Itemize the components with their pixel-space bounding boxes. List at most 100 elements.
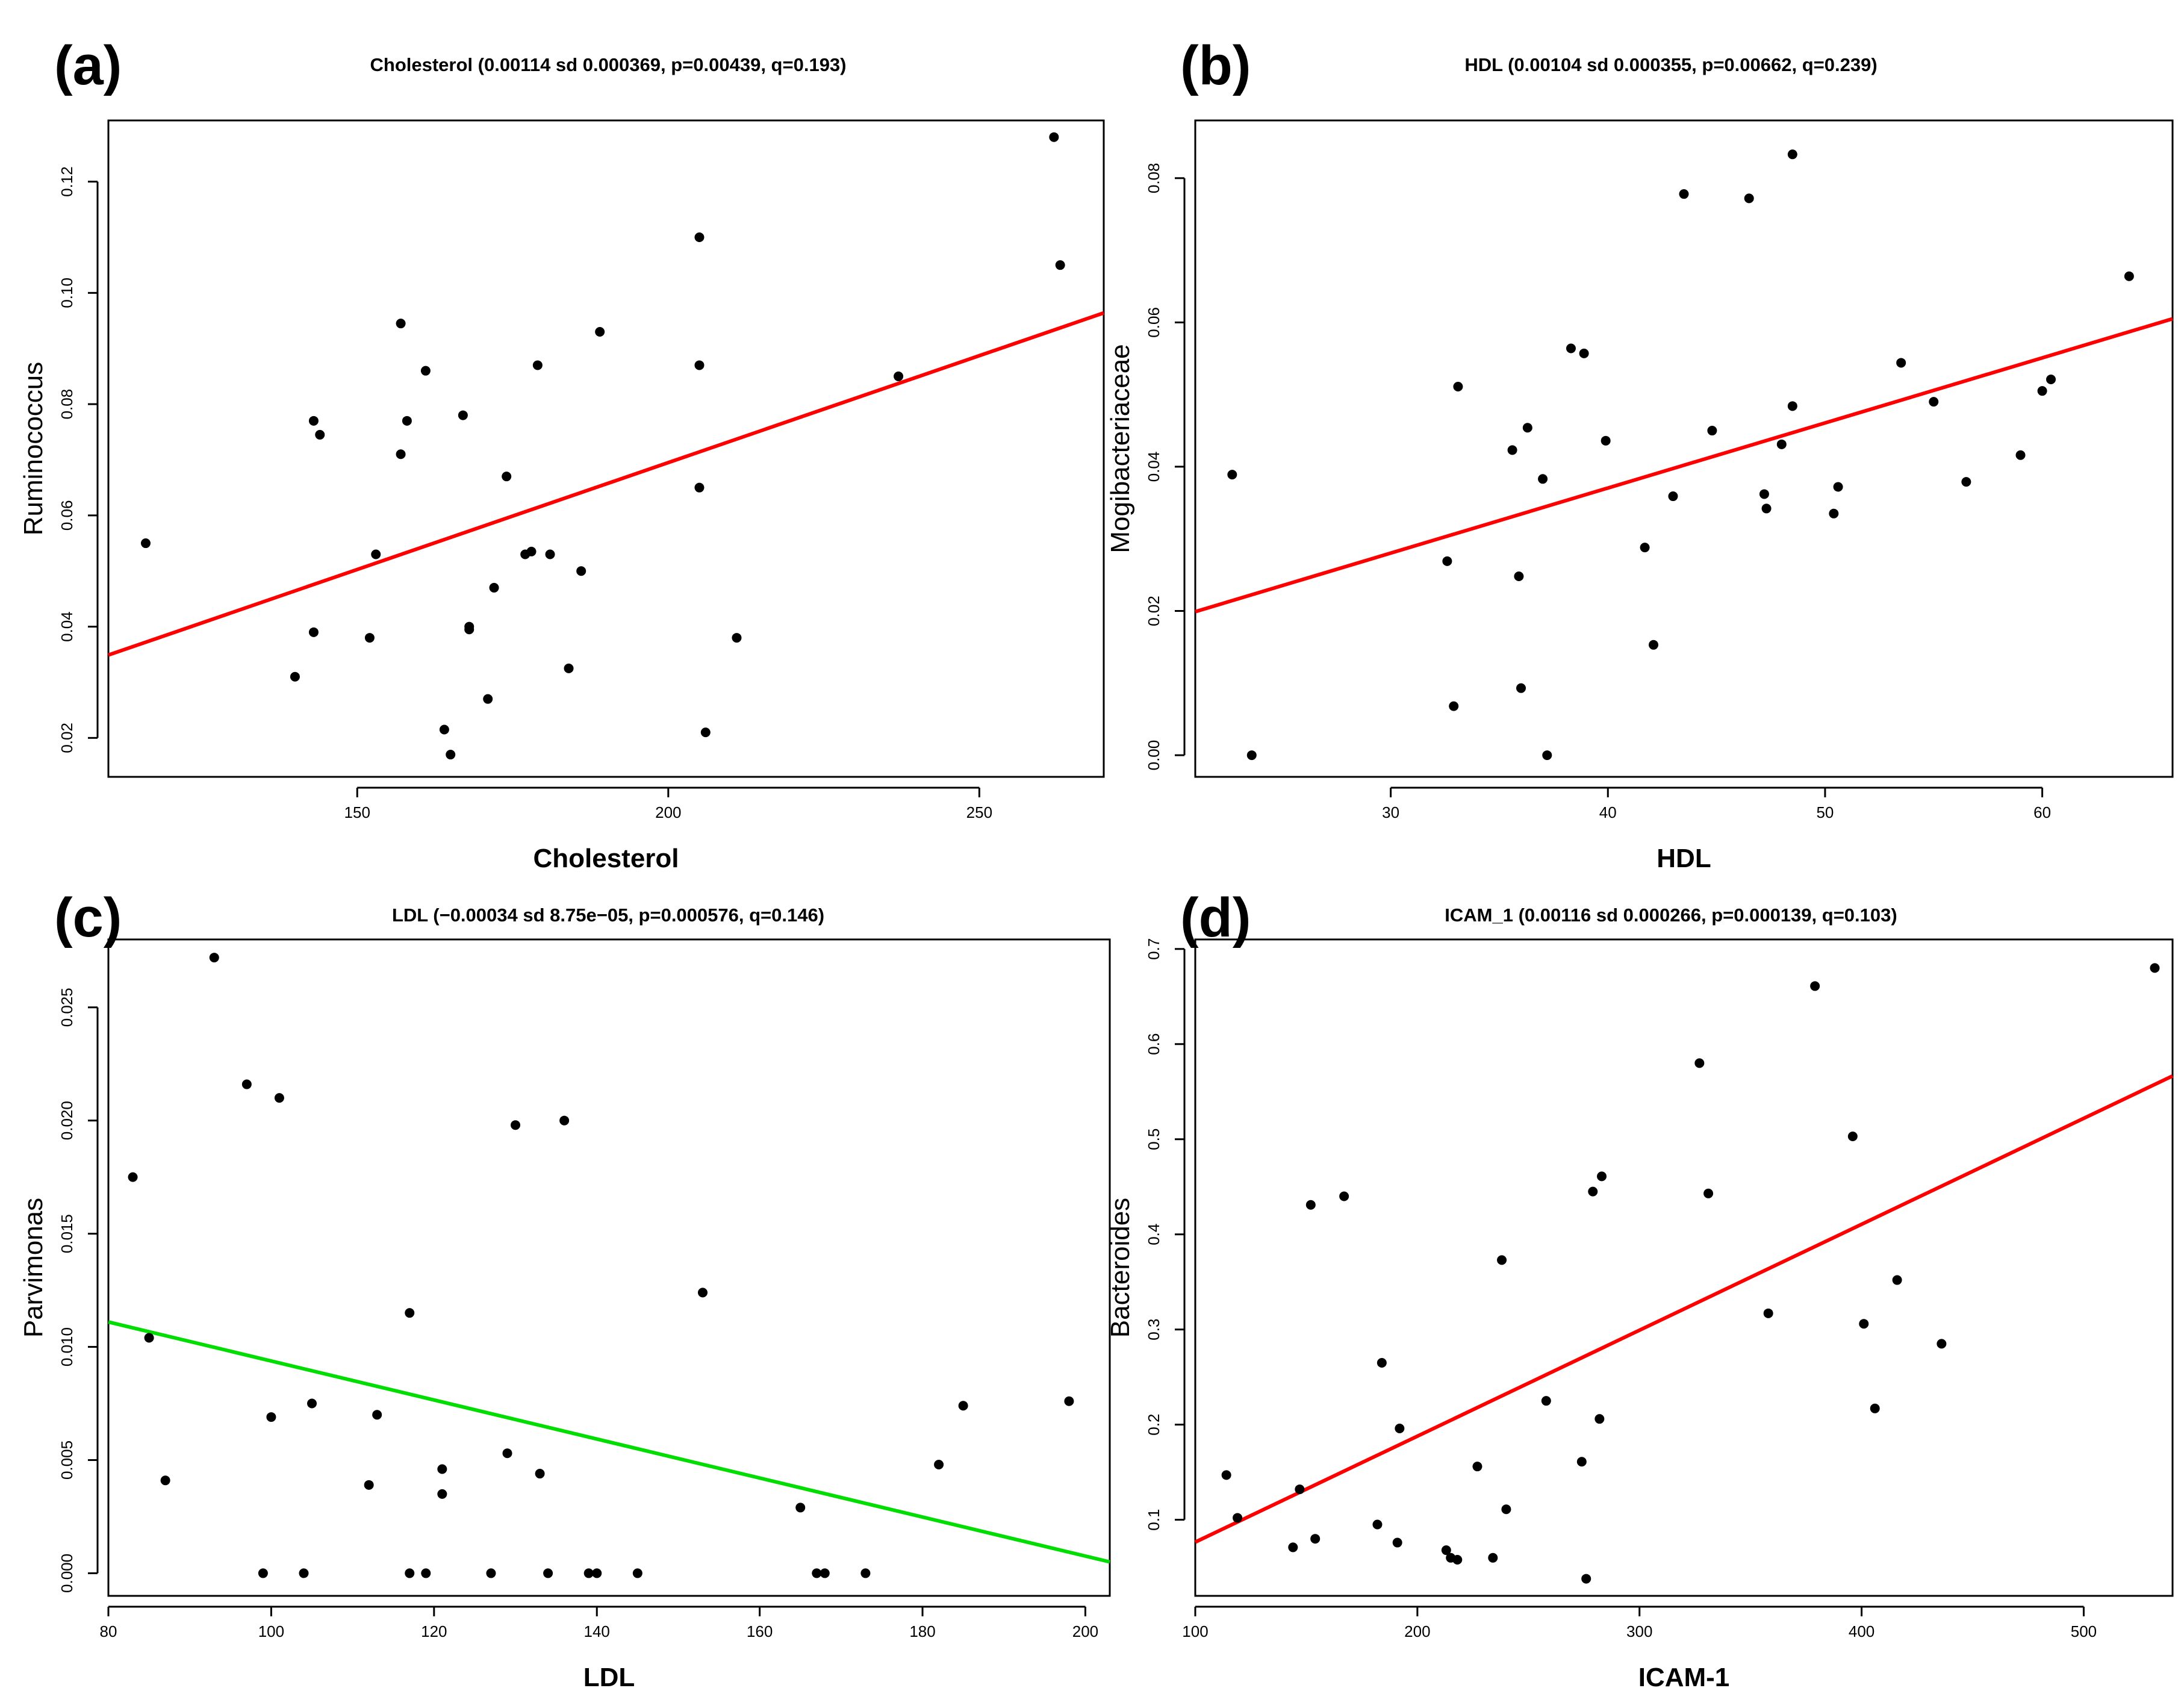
y-tick-label: 0.010 (58, 1327, 76, 1366)
data-point (464, 624, 474, 635)
y-tick-label: 0.04 (58, 611, 76, 642)
y-tick-label: 0.7 (1145, 938, 1163, 960)
data-point (1377, 1357, 1387, 1368)
data-point (576, 566, 586, 576)
x-tick-label: 80 (100, 1622, 117, 1640)
data-point (1810, 981, 1820, 991)
data-point (1588, 1186, 1598, 1197)
y-tick-label: 0.02 (58, 723, 76, 753)
x-tick-label: 200 (1072, 1622, 1098, 1640)
data-point (1452, 1554, 1463, 1565)
data-point (421, 1568, 431, 1578)
data-point (502, 472, 512, 482)
data-point (405, 1568, 415, 1578)
x-tick-label: 200 (655, 803, 681, 821)
data-point (592, 1568, 602, 1578)
y-tick-label: 0.2 (1145, 1414, 1163, 1436)
x-tick-label: 60 (2033, 803, 2051, 821)
data-point (820, 1568, 830, 1578)
data-point (396, 319, 406, 329)
y-tick-label: 0.5 (1145, 1129, 1163, 1150)
data-point (458, 410, 468, 420)
data-point (1295, 1484, 1305, 1495)
plot-area-frame (1194, 119, 2174, 778)
data-point (1501, 1504, 1511, 1515)
y-tick-label: 0.025 (58, 988, 76, 1027)
data-point (1833, 482, 1843, 492)
chart-panel: (d) ICAM_1 (0.00116 sd 0.000266, p=0.0001… (1106, 887, 2174, 1688)
data-point (140, 538, 151, 549)
data-point (1221, 1470, 1231, 1480)
data-point (1896, 358, 1906, 368)
x-tick-label: 100 (1182, 1622, 1208, 1640)
x-tick-label: 100 (258, 1622, 284, 1640)
data-point (1668, 491, 1678, 502)
y-axis-label: Ruminococcus (19, 362, 48, 536)
data-point (489, 582, 499, 593)
chart-title: ICAM_1 (0.00116 sd 0.000266, p=0.000139,… (1445, 905, 1897, 926)
data-point (308, 627, 319, 637)
data-point (526, 546, 537, 556)
data-point (1581, 1574, 1591, 1584)
data-point (1859, 1319, 1869, 1329)
data-point (372, 1410, 382, 1420)
data-point (1538, 474, 1548, 484)
data-point (1395, 1423, 1405, 1433)
data-point (934, 1460, 944, 1469)
chart-panel: (a) Cholesterol (0.00114 sd 0.000369, p=0… (19, 35, 1105, 873)
y-tick-label: 0.020 (58, 1101, 76, 1140)
data-point (1488, 1553, 1498, 1563)
chart-panel: (c) LDL (−0.00034 sd 8.75e−05, p=0.000576… (19, 887, 1111, 1688)
regression-line (108, 1320, 1110, 1564)
data-point (1694, 1058, 1705, 1068)
data-point (1055, 260, 1065, 270)
data-point (1892, 1275, 1902, 1285)
panel-letter: (a) (54, 35, 122, 96)
x-tick-label: 50 (1816, 803, 1834, 821)
x-tick-label: 160 (747, 1622, 773, 1640)
data-point (1776, 439, 1787, 449)
y-tick-label: 0.00 (1145, 740, 1163, 771)
data-point (371, 549, 381, 559)
x-axis-label: HDL (1657, 844, 1711, 873)
data-point (1516, 683, 1526, 693)
data-point (694, 482, 705, 493)
data-point (1507, 445, 1517, 455)
data-point (1649, 640, 1659, 650)
data-point (364, 1480, 374, 1490)
data-point (405, 1308, 415, 1318)
data-point (2124, 271, 2134, 281)
data-point (697, 1288, 708, 1298)
data-point (2015, 450, 2026, 460)
x-tick-label: 300 (1626, 1622, 1652, 1640)
y-tick-label: 0.015 (58, 1214, 76, 1253)
data-point (1787, 149, 1797, 160)
plot-area-frame (107, 119, 1105, 778)
data-point (1870, 1403, 1880, 1413)
y-tick-label: 0.000 (58, 1554, 76, 1593)
data-point (2037, 386, 2047, 396)
chart-title: LDL (−0.00034 sd 8.75e−05, p=0.000576, q… (392, 905, 824, 926)
data-point (1847, 1132, 1858, 1141)
data-point (364, 633, 375, 643)
data-point (308, 416, 319, 426)
data-point (144, 1333, 154, 1343)
data-point (502, 1448, 512, 1459)
data-point (1246, 750, 1257, 761)
data-point (958, 1401, 968, 1411)
data-point (1064, 1396, 1074, 1406)
data-point (1566, 343, 1576, 353)
data-point (160, 1475, 170, 1486)
data-point (1601, 435, 1611, 446)
data-point (437, 1489, 447, 1499)
plot-area-frame (107, 938, 1111, 1597)
y-tick-label: 0.06 (1145, 307, 1163, 338)
y-tick-label: 0.1 (1145, 1509, 1163, 1531)
data-point (1372, 1519, 1383, 1530)
chart-title: Cholesterol (0.00114 sd 0.000369, p=0.00… (370, 54, 847, 75)
data-point (1339, 1191, 1349, 1201)
data-point (1514, 571, 1524, 582)
y-axis-label: Mogibacteriaceae (1106, 344, 1135, 553)
x-tick-label: 140 (584, 1622, 610, 1640)
